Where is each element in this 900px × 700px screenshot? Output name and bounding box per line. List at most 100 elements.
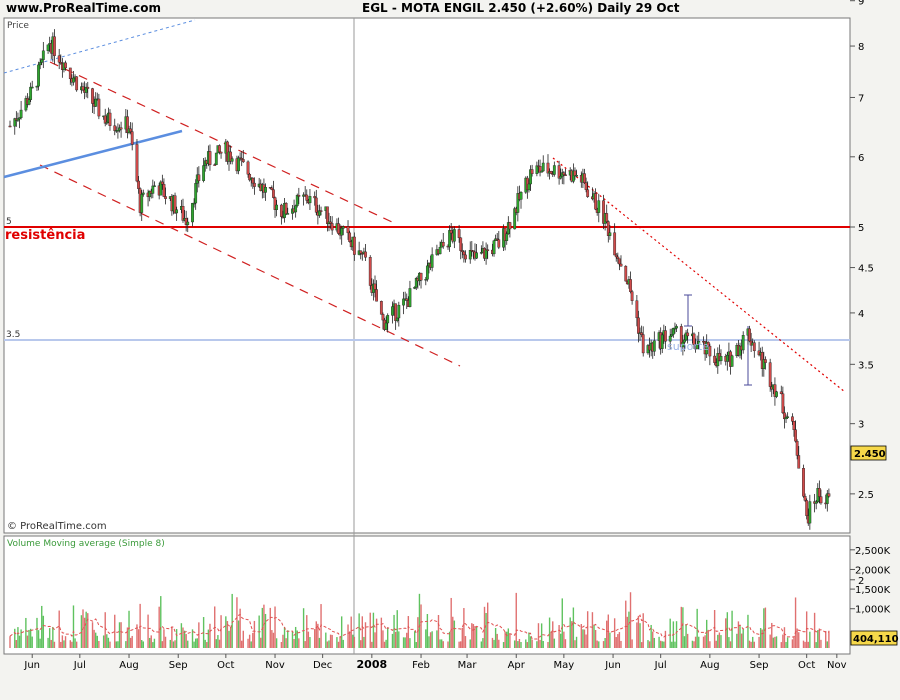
candle-body: [668, 335, 672, 342]
support-value-label: 3.5: [6, 330, 20, 340]
candle-body: [308, 196, 312, 204]
price-tick-label: 4: [858, 309, 864, 320]
candle-body: [605, 213, 609, 222]
candle-body: [730, 355, 734, 367]
resistance-value-label: 5: [6, 217, 12, 227]
candle-body: [452, 229, 456, 242]
blue-trendline[interactable]: [3, 129, 183, 179]
last-volume-badge: [850, 630, 898, 646]
candle-body: [19, 109, 23, 118]
descending-trendline[interactable]: [552, 157, 846, 393]
candle-body: [375, 289, 378, 302]
candles: [8, 29, 831, 530]
price-tick-label: 4.5: [858, 264, 874, 275]
candle-body: [191, 202, 194, 223]
candle-body: [75, 76, 79, 91]
date-tick-label: Jul: [654, 660, 667, 671]
candle-body: [773, 384, 777, 397]
candle-body: [768, 362, 772, 387]
candle-body: [394, 303, 398, 321]
candle-body: [670, 334, 674, 337]
candle-body: [135, 144, 139, 182]
candle-body: [41, 50, 45, 60]
candle-body: [352, 236, 356, 255]
candle-body: [218, 145, 221, 153]
candle-body: [402, 298, 405, 306]
candle-body: [186, 221, 190, 225]
date-tick-label: Oct: [217, 660, 234, 671]
date-tick-label: Jun: [23, 660, 40, 671]
candle-body: [329, 221, 332, 224]
candle-body: [330, 223, 334, 231]
candle-body: [160, 181, 164, 185]
candle-body: [405, 298, 409, 301]
candle-body: [790, 416, 794, 422]
copyright: © ProRealTime.com: [7, 521, 107, 532]
candle-body: [241, 159, 245, 163]
candle-body: [391, 306, 394, 316]
candle-body: [341, 226, 345, 229]
candle-body: [640, 332, 644, 335]
date-tick-label: May: [554, 660, 575, 671]
candle-body: [30, 86, 34, 89]
candle-body: [741, 335, 745, 351]
channel-lower-line[interactable]: [39, 164, 461, 367]
candle-body: [379, 301, 383, 315]
date-tick-label: Dec: [313, 660, 332, 671]
candle-body: [272, 189, 275, 198]
candle-body: [141, 192, 145, 195]
candle-body: [527, 183, 531, 191]
candle-body: [208, 151, 212, 165]
candle-body: [519, 192, 523, 200]
date-tick-label: Oct: [798, 660, 815, 671]
candle-body: [827, 493, 831, 497]
candle-body: [484, 249, 488, 259]
candle-body: [538, 166, 542, 173]
candle-body: [381, 314, 385, 321]
candle-body: [81, 86, 85, 91]
candle-body: [294, 205, 298, 213]
candle-body: [475, 252, 478, 259]
candle-body: [219, 151, 223, 154]
candle-body: [635, 300, 639, 319]
candle-body: [37, 64, 40, 87]
candle-body: [775, 391, 778, 397]
candle-body: [57, 55, 61, 63]
candle-body: [430, 254, 434, 268]
candle-body: [614, 254, 618, 258]
candle-body: [348, 232, 352, 242]
candle-body: [284, 203, 288, 215]
candle-body: [697, 341, 701, 345]
candle-body: [119, 127, 123, 130]
candle-body: [486, 249, 490, 251]
candle-body: [505, 233, 509, 241]
candle-body: [817, 488, 821, 497]
candle-body: [479, 252, 483, 254]
candle-body: [546, 162, 550, 174]
candle-body: [719, 356, 723, 362]
candle-body: [508, 222, 512, 230]
candle-body: [608, 232, 612, 236]
candle-body: [705, 341, 709, 355]
candle-body: [27, 99, 31, 105]
candle-body: [686, 332, 690, 337]
candle-body: [130, 131, 134, 145]
last-price-value: 2.450: [854, 449, 886, 460]
candle-body: [305, 194, 309, 201]
candle-body: [575, 175, 578, 177]
price-label: Price: [7, 21, 29, 31]
candle-body: [803, 496, 807, 501]
price-tick-label: 2: [858, 576, 864, 587]
site-url[interactable]: www.ProRealTime.com: [6, 1, 161, 15]
date-tick-label: Aug: [119, 660, 139, 671]
candle-body: [492, 240, 496, 255]
candle-body: [708, 345, 712, 357]
candle-body: [748, 328, 751, 342]
candle-body: [313, 196, 317, 199]
date-tick-label: Sep: [169, 660, 188, 671]
price-tick-label: 3: [858, 420, 864, 431]
candle-body: [384, 322, 388, 330]
candle-body: [264, 187, 267, 193]
candle-body: [449, 230, 453, 234]
